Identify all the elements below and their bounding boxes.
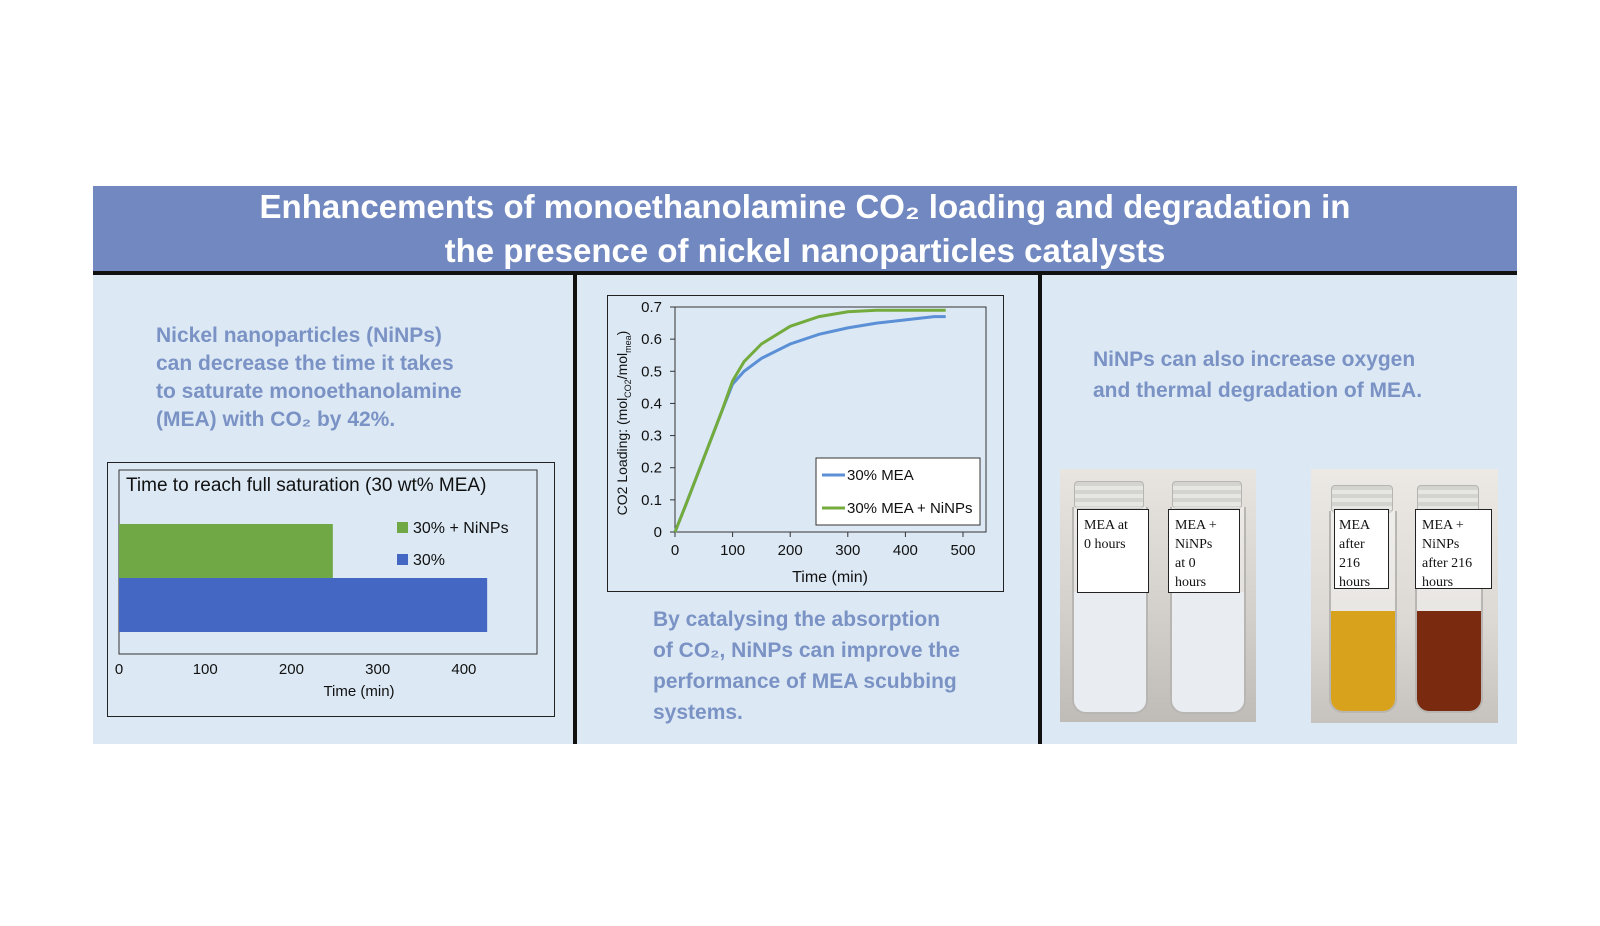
bar [119, 578, 488, 632]
chart-legend: 30% MEA 30% MEA + NiNPs [815, 457, 981, 526]
title-line: Enhancements of monoethanolamine CO₂ loa… [259, 187, 1351, 225]
label-line: MEA + [1175, 518, 1217, 533]
y-tick-label: 0.6 [641, 331, 662, 348]
label-line: at 0 [1175, 556, 1196, 571]
title-line: the presence of nickel nanoparticles cat… [444, 231, 1166, 269]
title-banner: Enhancements of monoethanolamine CO₂ loa… [93, 186, 1517, 275]
label-line: MEA + [1422, 518, 1464, 533]
vials-photo-216-hours: MEA after 216 hours MEA + NiNPs after 21… [1311, 469, 1498, 723]
y-tick-label: 0.7 [641, 299, 662, 316]
y-tick-label: 0.5 [641, 363, 662, 380]
y-label-part: ) [614, 331, 630, 336]
label-line: hours [1422, 575, 1454, 590]
poster-title: Enhancements of monoethanolamine CO₂ loa… [260, 185, 1351, 273]
x-tick-label: 0 [115, 661, 123, 678]
y-label-part: /mol [614, 353, 630, 379]
vial-liquid [1417, 611, 1481, 711]
x-tick-label: 0 [671, 542, 679, 559]
y-tick-label: 0.1 [641, 492, 662, 509]
x-axis-ticks: 0 100 200 300 400 [115, 661, 477, 678]
text-line: NiNPs can also increase oxygen [1093, 348, 1416, 371]
y-label-subscript: CO2 [623, 379, 633, 398]
x-axis-label: Time (min) [323, 683, 394, 700]
degradation-text: NiNPs can also increase oxygen and therm… [1093, 344, 1493, 406]
series-lines [673, 308, 946, 533]
legend-swatch [397, 522, 408, 533]
panel-divider [573, 275, 577, 744]
text-line: performance of MEA scubbing [653, 670, 957, 693]
x-tick-label: 300 [835, 542, 860, 559]
x-tick-label: 300 [365, 661, 390, 678]
vials-photo-0-hours: MEA at 0 hours MEA + NiNPs at 0 hours [1060, 469, 1256, 722]
y-axis-label: CO2 Loading: (molCO2/molmea) [614, 331, 633, 516]
y-label-subscript: mea [623, 335, 633, 353]
vial-cap [1417, 485, 1479, 513]
y-label-part: CO2 Loading: (mol [614, 398, 630, 516]
y-tick-label: 0.3 [641, 428, 662, 445]
vial-cap [1172, 481, 1242, 509]
vial-liquid [1172, 592, 1244, 712]
plot-area [674, 306, 987, 533]
x-tick-label: 400 [451, 661, 476, 678]
bar [119, 524, 333, 578]
bar-marks [119, 524, 488, 632]
y-tick-label: 0.4 [641, 395, 662, 412]
text-line: can decrease the time it takes [156, 352, 454, 375]
panel-divider [1038, 275, 1042, 744]
vial-label: MEA at 0 hours [1077, 509, 1149, 593]
vial-label: MEA after 216 hours [1334, 509, 1389, 590]
text-line: (MEA) with CO₂ by 42%. [156, 408, 396, 431]
legend-box [815, 457, 981, 526]
label-line: 216 [1339, 556, 1360, 571]
chart-legend: 30% + NiNPs 30% [397, 520, 509, 569]
label-line: hours [1339, 575, 1371, 590]
y-tick-label: 0 [654, 524, 662, 541]
legend-label: 30% MEA + NiNPs [847, 500, 972, 517]
x-tick-label: 500 [950, 542, 975, 559]
label-line: MEA [1339, 518, 1371, 533]
chart-frame [107, 462, 555, 717]
label-line: NiNPs [1175, 537, 1213, 552]
performance-text: By catalysing the absorption of CO₂, NiN… [653, 604, 1013, 728]
chart-title: Time to reach full saturation (30 wt% ME… [126, 475, 486, 496]
label-line: MEA at [1084, 518, 1128, 533]
vial-label: MEA + NiNPs after 216 hours [1415, 509, 1492, 590]
text-line: to saturate monoethanolamine [156, 380, 462, 403]
label-line: NiNPs [1422, 537, 1460, 552]
vial-cap [1074, 481, 1144, 509]
label-line: after 216 [1422, 556, 1473, 571]
legend-swatch [397, 554, 408, 565]
chart-frame [607, 295, 1004, 592]
y-tick-label: 0.2 [641, 460, 662, 477]
graphical-abstract: Enhancements of monoethanolamine CO₂ loa… [93, 186, 1517, 744]
saturation-time-text: Nickel nanoparticles (NiNPs) can decreas… [156, 322, 536, 434]
x-tick-label: 100 [193, 661, 218, 678]
label-line: after [1339, 537, 1365, 552]
x-tick-label: 400 [893, 542, 918, 559]
axis-ticks: 0 0.1 0.2 0.3 0.4 0.5 0.6 0.7 0 100 200 300 400 500 [641, 299, 975, 559]
x-tick-label: 100 [720, 542, 745, 559]
legend-label: 30% [413, 552, 445, 569]
text-line: systems. [653, 701, 743, 724]
series-line [673, 308, 946, 533]
vial-label: MEA + NiNPs at 0 hours [1168, 509, 1240, 593]
text-line: and thermal degradation of MEA. [1093, 379, 1423, 402]
text-line: of CO₂, NiNPs can improve the [653, 639, 960, 662]
vial-liquid [1331, 611, 1395, 711]
x-tick-label: 200 [778, 542, 803, 559]
label-line: 0 hours [1084, 537, 1126, 552]
text-line: By catalysing the absorption [653, 608, 941, 631]
saturation-bar-chart: Time to reach full saturation (30 wt% ME… [107, 462, 555, 717]
co2-loading-line-chart: 0 0.1 0.2 0.3 0.4 0.5 0.6 0.7 0 100 200 300 400 500 3… [607, 295, 1004, 592]
label-line: hours [1175, 575, 1207, 590]
vial-liquid [1074, 592, 1146, 712]
text-line: Nickel nanoparticles (NiNPs) [156, 324, 442, 347]
x-axis-label: Time (min) [792, 569, 868, 586]
legend-label: 30% MEA [847, 467, 914, 484]
x-tick-label: 200 [279, 661, 304, 678]
legend-label: 30% + NiNPs [413, 520, 509, 537]
